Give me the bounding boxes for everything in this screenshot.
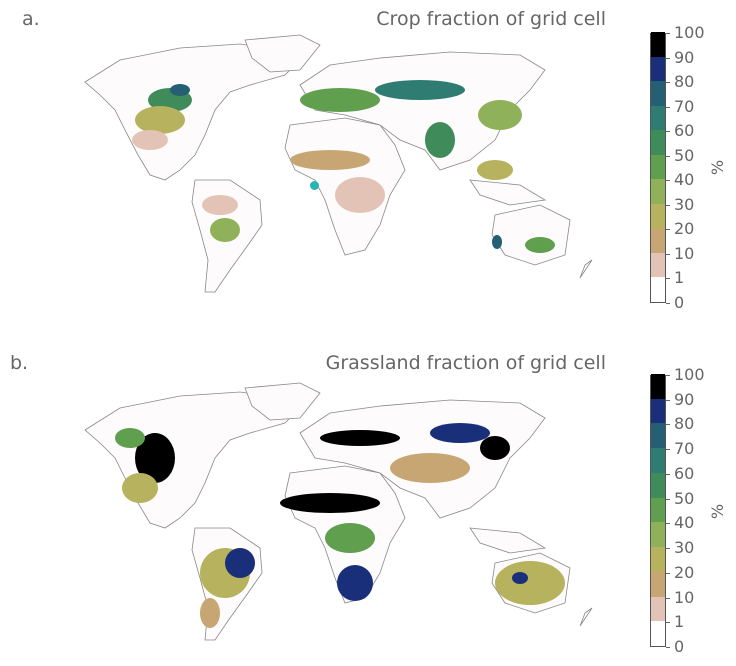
- colorbar-segment: [651, 472, 665, 498]
- colorbar-segment: [651, 547, 665, 572]
- colorbar-tick-label: 100: [674, 23, 705, 42]
- colorbar-tick-label: 90: [674, 389, 695, 409]
- colorbar-tick-mark: [666, 399, 670, 401]
- panel-letter-a: a.: [22, 8, 40, 30]
- colorbar-tick-mark: [666, 57, 670, 59]
- colorbar-tick-label: 10: [674, 243, 695, 263]
- colorbar-tick-mark: [666, 303, 670, 304]
- colorbar-tick-mark: [666, 647, 670, 648]
- panel-grassland: b. Grassland fraction of grid cell: [0, 342, 736, 666]
- colorbar-tick-mark: [666, 548, 670, 550]
- colorbar-segment: [651, 621, 665, 646]
- colorbar-tick-mark: [666, 449, 670, 451]
- colorbar-tick-label: 60: [674, 121, 695, 141]
- colorbar-tick-mark: [666, 375, 670, 376]
- colorbar-tick-label: 40: [674, 513, 695, 533]
- colorbar-tick-label: 70: [674, 96, 695, 116]
- colorbar-tick-mark: [666, 106, 670, 108]
- colorbar-segment: [651, 179, 665, 204]
- colorbar-segment: [651, 571, 665, 597]
- panel-title-crop: Crop fraction of grid cell: [376, 8, 606, 30]
- colorbar-segment: [651, 497, 665, 523]
- panel-crop: a. Crop fraction of grid cell: [0, 0, 736, 330]
- colorbar-segment: [651, 522, 665, 548]
- eurasia-landmass: [299, 51, 546, 171]
- colorbar-tick-mark: [666, 229, 670, 231]
- colorbar-segment: [651, 56, 665, 82]
- greenland-landmass: [244, 382, 321, 421]
- colorbar-tick-mark: [666, 498, 670, 500]
- australia-landmass: [491, 204, 571, 266]
- colorbar-segment: [651, 154, 665, 180]
- colorbar-segment: [651, 105, 665, 131]
- location-marker: [310, 181, 319, 190]
- panel-title-grassland: Grassland fraction of grid cell: [325, 352, 606, 374]
- panel-letter-b: b.: [10, 352, 29, 374]
- colorbar-tick-mark: [666, 424, 670, 426]
- colorbar-tick-label: 20: [674, 562, 695, 582]
- colorbar-tick-label: 1: [674, 612, 685, 632]
- colorbar-tick-label: 80: [674, 414, 695, 434]
- greenland-landmass: [244, 34, 321, 73]
- colorbar-tick-label: 50: [674, 145, 695, 165]
- colorbar-tick-label: 30: [674, 194, 695, 214]
- grassland-patches: [115, 423, 565, 628]
- colorbar-tick-mark: [666, 204, 670, 206]
- colorbar-tick-label: 100: [674, 365, 705, 384]
- colorbar-tick-label: 70: [674, 439, 695, 459]
- colorbar-tick-label: 0: [674, 293, 685, 312]
- colorbar-tick-mark: [666, 572, 670, 574]
- colorbar-tick-label: 80: [674, 72, 695, 92]
- colorbar-segment: [651, 32, 665, 57]
- colorbar-segment: [651, 448, 665, 473]
- colorbar-tick-label: 30: [674, 538, 695, 558]
- colorbar-segment: [651, 81, 665, 106]
- crop-patches: [132, 80, 555, 253]
- colorbar-tick-mark: [666, 155, 670, 157]
- colorbar-segment: [651, 252, 665, 278]
- colorbar-tick-label: 20: [674, 219, 695, 239]
- colorbar-tick-mark: [666, 33, 670, 34]
- colorbar-tick-mark: [666, 523, 670, 525]
- indonesia-landmass: [469, 527, 547, 554]
- indonesia-landmass: [469, 179, 547, 206]
- colorbar-tick-label: 50: [674, 488, 695, 508]
- crop-map: [84, 34, 593, 293]
- grassland-colorbar: [650, 374, 666, 647]
- colorbar-tick-label: 90: [674, 47, 695, 67]
- grassland-map: [84, 382, 593, 641]
- colorbar-tick-mark: [666, 180, 670, 182]
- colorbar-tick-label: 40: [674, 170, 695, 190]
- new-zealand-landmass: [579, 259, 593, 279]
- colorbar-tick-mark: [666, 131, 670, 133]
- crop-colorbar-unit: %: [708, 159, 728, 176]
- new-zealand-landmass: [579, 607, 593, 627]
- colorbar-segment: [651, 596, 665, 622]
- colorbar-segment: [651, 398, 665, 424]
- grassland-colorbar-unit: %: [708, 503, 728, 520]
- colorbar-tick-mark: [666, 82, 670, 84]
- colorbar-tick-mark: [666, 597, 670, 599]
- colorbar-tick-mark: [666, 253, 670, 255]
- colorbar-segment: [651, 277, 665, 302]
- colorbar-segment: [651, 228, 665, 253]
- colorbar-tick-label: 1: [674, 268, 685, 288]
- colorbar-tick-label: 10: [674, 587, 695, 607]
- crop-colorbar: [650, 32, 666, 303]
- colorbar-tick-mark: [666, 278, 670, 280]
- colorbar-tick-label: 0: [674, 637, 685, 656]
- colorbar-tick-mark: [666, 622, 670, 624]
- colorbar-tick-label: 60: [674, 463, 695, 483]
- colorbar-segment: [651, 203, 665, 229]
- colorbar-segment: [651, 423, 665, 449]
- colorbar-tick-mark: [666, 473, 670, 475]
- colorbar-segment: [651, 374, 665, 399]
- colorbar-segment: [651, 130, 665, 155]
